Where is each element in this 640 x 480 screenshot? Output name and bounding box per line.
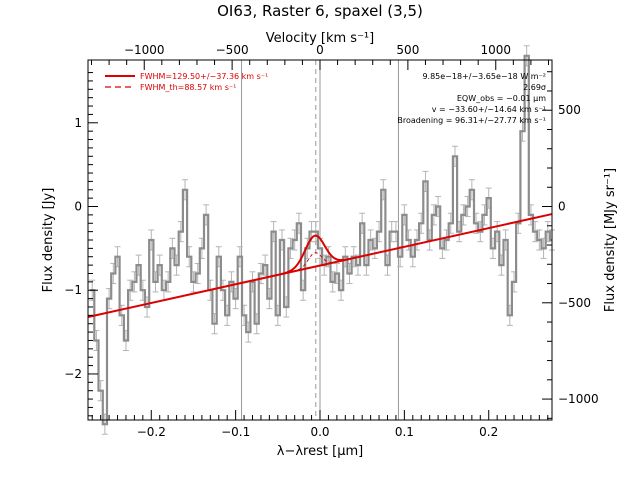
- right-tick-label: 0: [558, 200, 566, 214]
- y-tick-label: 0: [74, 200, 82, 214]
- velocity-tick-label: 500: [396, 43, 419, 57]
- velocity-tick-label: 1000: [480, 43, 511, 57]
- right-tick-label: 500: [558, 103, 581, 117]
- velocity-tick-label: 0: [316, 43, 324, 57]
- x-tick-label: −0.1: [221, 425, 250, 439]
- x-tick-label: 0.2: [479, 425, 498, 439]
- legend-label-fwhm: FWHM=129.50+/−37.36 km s⁻¹: [140, 72, 268, 81]
- velocity-tick-label: −1000: [124, 43, 165, 57]
- y-tick-label: 1: [74, 116, 82, 130]
- y-tick-label: −2: [64, 367, 82, 381]
- chart-title: OI63, Raster 6, spaxel (3,5): [217, 2, 423, 20]
- bottom-axis-label: λ−λrest [μm]: [277, 444, 363, 459]
- legend: FWHM=129.50+/−37.36 km s⁻¹ FWHM_th=88.57…: [105, 72, 268, 92]
- annotation-broadening: Broadening = 96.31+/−27.77 km s⁻¹: [397, 116, 546, 125]
- gaussian-fit-line: [280, 234, 350, 276]
- plot-layer: −0.2 −0.1 0.0 0.1 0.2 −1000 −500 0 500 1000 −2 −1 0 1…: [64, 43, 598, 439]
- annotation-significance: 2.69σ: [523, 83, 546, 92]
- annotation-velocity: v = −33.60+/−14.64 km s⁻¹: [432, 105, 546, 114]
- x-tick-label: 0.0: [310, 425, 329, 439]
- y-tick-label: −1: [64, 283, 82, 297]
- top-axis-label: Velocity [km s⁻¹]: [266, 31, 374, 46]
- right-tick-label: −1000: [558, 392, 599, 406]
- legend-label-fwhm-th: FWHM_th=88.57 km s⁻¹: [140, 83, 236, 92]
- x-tick-label: 0.1: [395, 425, 414, 439]
- thermal-profile-line: [280, 252, 350, 275]
- right-tick-label: −500: [558, 296, 591, 310]
- annotation-eqw: EQW_obs = −0.01 μm: [457, 94, 546, 103]
- x-tick-label: −0.2: [137, 425, 166, 439]
- continuum-fit-line: [87, 213, 553, 318]
- right-axis-label: Flux density [MJy sr⁻¹]: [603, 168, 618, 312]
- annotations: 9.85e−18+/−3.65e−18 W m⁻² 2.69σ EQW_obs …: [397, 72, 546, 125]
- annotation-flux: 9.85e−18+/−3.65e−18 W m⁻²: [422, 72, 546, 81]
- left-axis-label: Flux density [Jy]: [41, 188, 56, 293]
- velocity-tick-label: −500: [216, 43, 249, 57]
